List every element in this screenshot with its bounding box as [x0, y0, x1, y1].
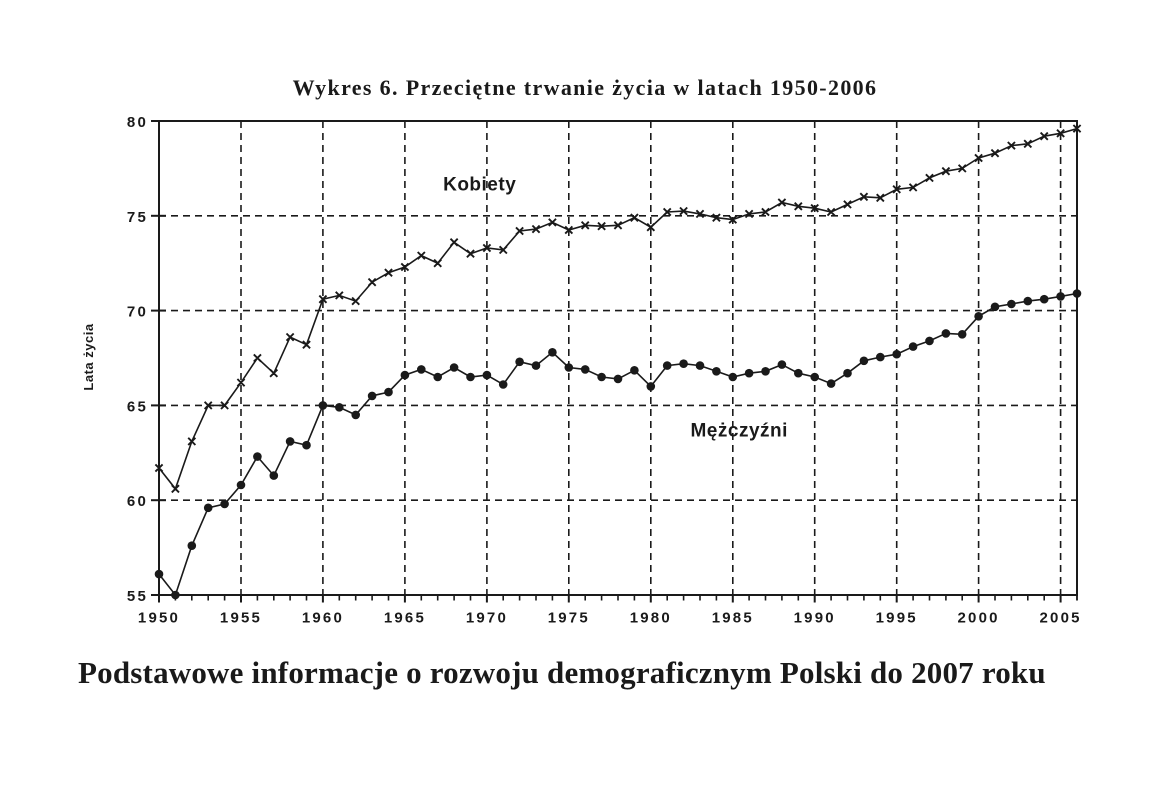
svg-text:55: 55 — [127, 588, 148, 605]
svg-text:Lata życia: Lata życia — [81, 323, 96, 390]
svg-text:Podstawowe informacje o rozwoj: Podstawowe informacje o rozwoju demograf… — [78, 655, 1046, 690]
svg-text:60: 60 — [127, 493, 148, 510]
svg-text:75: 75 — [127, 209, 148, 226]
svg-text:70: 70 — [127, 304, 148, 321]
svg-text:80: 80 — [127, 114, 148, 131]
svg-text:2005: 2005 — [1040, 610, 1082, 627]
svg-text:1950: 1950 — [138, 610, 180, 627]
svg-text:1955: 1955 — [220, 610, 262, 627]
svg-text:1985: 1985 — [712, 610, 754, 627]
svg-text:Wykres 6. Przeciętne trwanie ż: Wykres 6. Przeciętne trwanie życia w lat… — [293, 75, 878, 100]
svg-text:Mężczyźni: Mężczyźni — [690, 421, 787, 442]
svg-text:1970: 1970 — [466, 610, 508, 627]
svg-text:1980: 1980 — [630, 610, 672, 627]
svg-text:1995: 1995 — [876, 610, 918, 627]
svg-text:1975: 1975 — [548, 610, 590, 627]
svg-text:Kobiety: Kobiety — [443, 174, 516, 195]
svg-text:65: 65 — [127, 398, 148, 415]
svg-text:1965: 1965 — [384, 610, 426, 627]
svg-text:2000: 2000 — [958, 610, 1000, 627]
svg-text:1960: 1960 — [302, 610, 344, 627]
svg-text:1990: 1990 — [794, 610, 836, 627]
